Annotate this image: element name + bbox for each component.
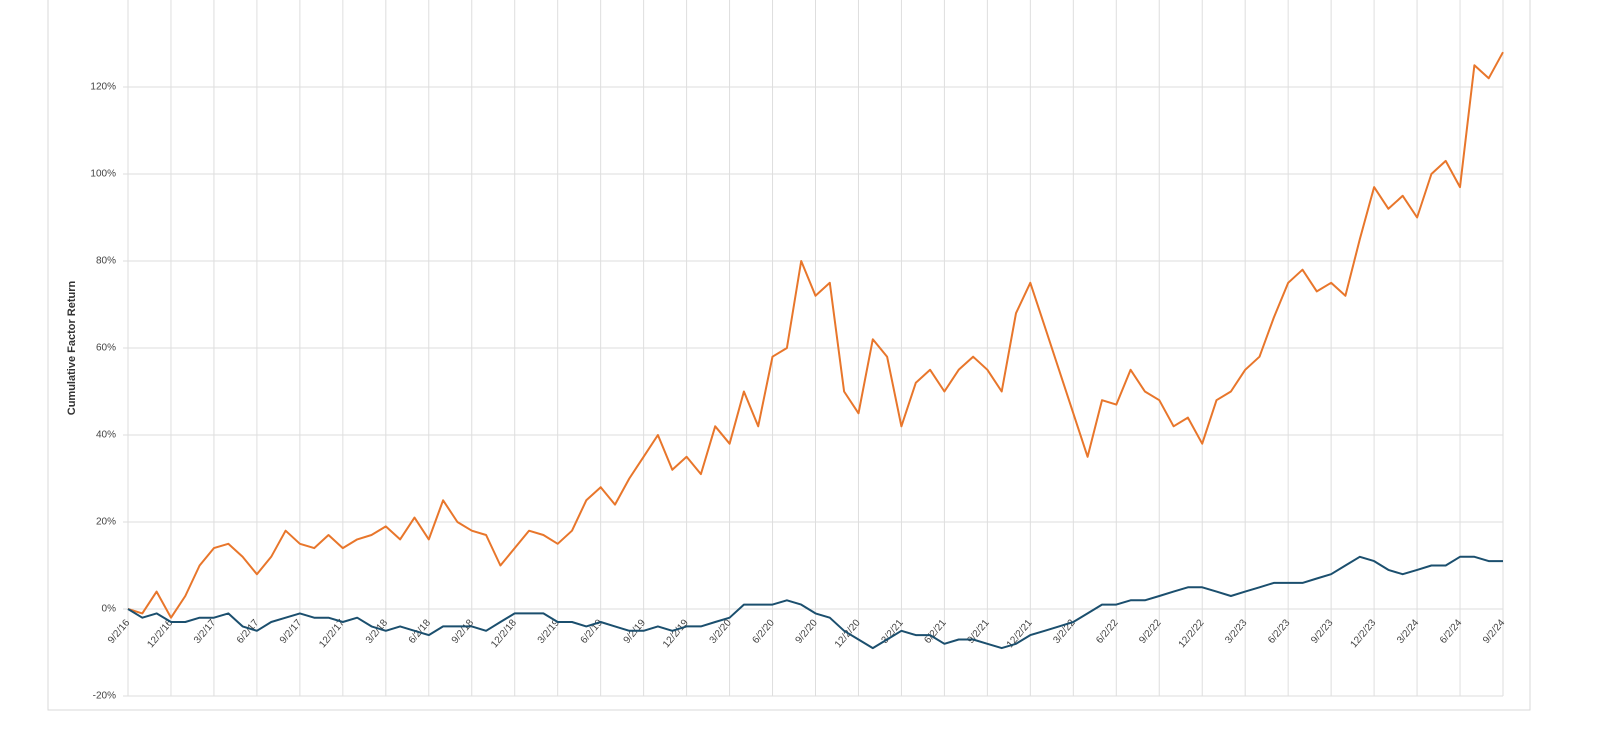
- y-tick-label: 100%: [90, 169, 116, 180]
- series-line: [127, 51, 1504, 619]
- y-tick-label: -20%: [93, 691, 116, 702]
- y-tick-label: 20%: [96, 517, 116, 528]
- y-tick-label: 40%: [96, 430, 116, 441]
- y-tick-label: 0%: [102, 604, 117, 615]
- y-tick-label: 120%: [90, 82, 116, 93]
- chart-frame: [47, 0, 1531, 711]
- y-axis-label: Cumulative Factor Return: [66, 280, 78, 415]
- y-tick-label: 80%: [96, 256, 116, 267]
- series-line: [127, 555, 1503, 650]
- y-tick-label: 60%: [96, 343, 116, 354]
